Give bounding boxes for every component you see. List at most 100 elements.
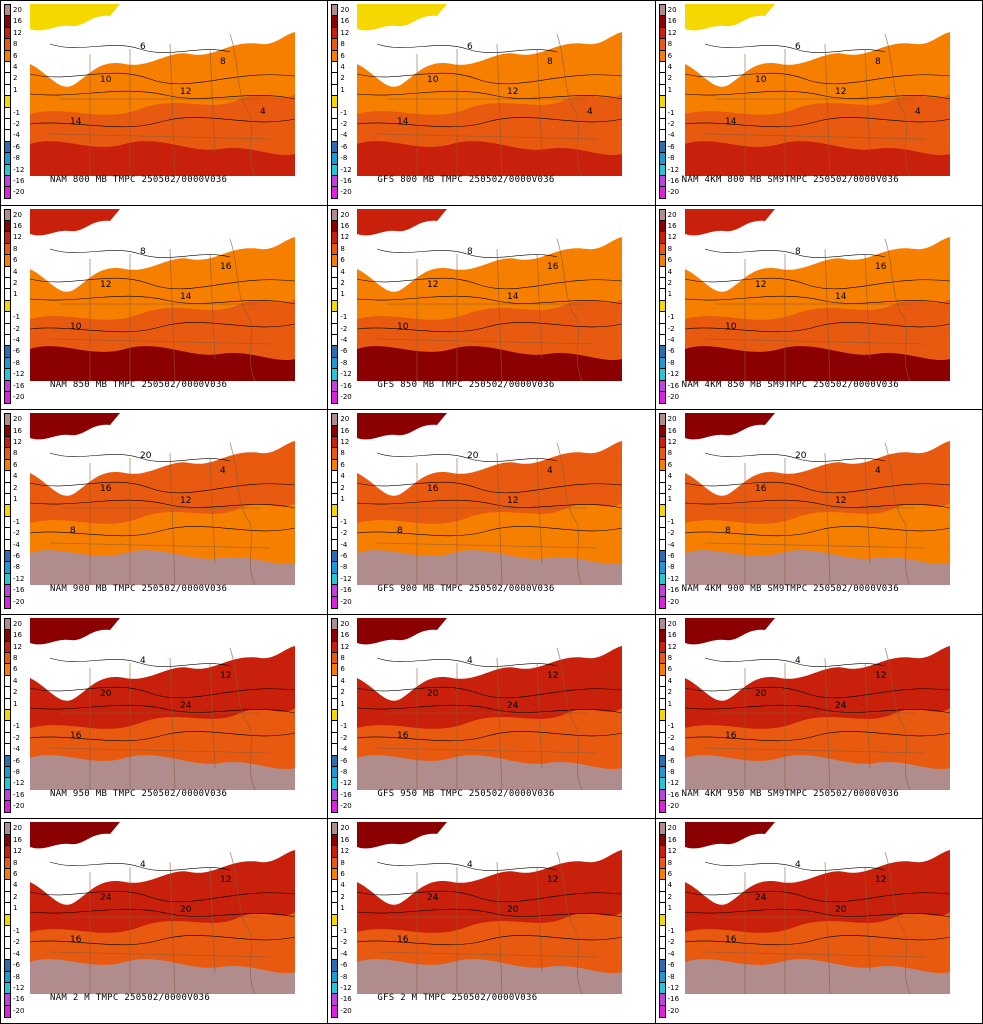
colorbar-tick-label: -1 [667,517,675,526]
colorbar-tick-label: 6 [13,665,18,674]
map-panel: 20 16 12 8 6 4 2 1 -1 -2 -4 -6 -8 -12 -16 -20 24 20 16 12 4 N… [1,819,329,1024]
colorbar-tick-label: 20 [340,619,350,628]
contour-label: 10 [100,75,112,85]
colorbar-tick-label: -12 [13,165,25,174]
contour-label: 16 [725,935,737,945]
contour-label: 16 [220,262,232,272]
colorbar-tick-label: 4 [340,472,345,481]
colorbar-tick-label: 8 [667,244,673,253]
colorbar-tick-label: -1 [13,313,20,322]
contour-label: 8 [725,526,731,536]
contour-label: 12 [507,496,518,506]
colorbar-tick-label: 8 [667,449,673,458]
temperature-map: 12 14 10 16 8 [684,208,950,381]
colorbar-tick-label: -6 [340,961,348,970]
colorbar-swatch [4,800,11,814]
colorbar-tick-label: 20 [340,210,350,219]
temperature-map: 12 14 10 16 8 [357,208,623,381]
colorbar-tick-label: -16 [667,790,680,799]
temperature-map: 20 24 16 12 4 [30,617,295,790]
colorbar-tick-label: 8 [13,858,18,867]
colorbar-tick-label: -1 [340,926,348,935]
colorbar-tick-label: 4 [13,881,18,890]
colorbar-tick-label: 16 [340,17,350,26]
colorbar-tick-label: 8 [13,40,18,49]
contour-label: 12 [507,87,518,97]
colorbar-tick-label: 20 [13,619,22,628]
colorbar-tick-label: -20 [667,802,680,811]
colorbar-tick-label: -2 [667,938,675,947]
colorbar-tick-label: 20 [340,6,350,14]
contour-label: 10 [427,75,439,85]
contour-label: 12 [220,671,231,681]
colorbar-tick-label: 1 [13,904,18,913]
colorbar-tick-label: 2 [340,483,345,492]
colorbar-tick-label: -20 [667,392,680,401]
colorbar-tick-label: -8 [13,767,20,776]
colorbar-tick-label: 4 [13,472,18,481]
contour-label: 20 [835,905,847,915]
colorbar-tick-label: -2 [340,733,348,742]
panel-caption: NAM 4KM 950 MB SM9TMPC 250502/0000V036 [681,788,899,799]
contour-label: 12 [547,875,558,885]
colorbar-tick-label: -12 [340,983,352,992]
colorbar-tick-label: 8 [667,40,673,49]
colorbar-tick-label: -8 [667,154,675,163]
contour-label: 20 [467,451,479,461]
colorbar-tick-label: 6 [667,869,673,878]
contour-label: 8 [547,57,553,67]
colorbar-tick-label: -2 [13,938,20,947]
contour-label: 16 [397,935,409,945]
colorbar-tick-label: -20 [13,1006,25,1015]
colorbar-tick-label: 8 [340,449,345,458]
colorbar-tick-label: -4 [340,949,348,958]
colorbar-tick-label: -16 [340,381,352,390]
panel-caption: GFS 850 MB TMPC 250502/0000V036 [377,379,555,390]
colorbar-tick-label: 16 [667,426,677,435]
colorbar-tick-label: -6 [13,551,20,560]
colorbar-swatch [658,186,666,200]
temperature-map: 20 24 16 12 4 [357,617,623,790]
colorbar-tick-label: 1 [340,290,345,299]
colorbar-tick-label: -4 [667,745,675,754]
contour-label: 8 [875,57,881,67]
colorbar-tick-label: -6 [13,347,20,356]
colorbar-tick-label: 20 [340,824,350,833]
colorbar-tick-label: -4 [340,131,348,140]
colorbar-tick-label: -6 [667,756,675,765]
colorbar-legend: 20 16 12 8 6 4 2 1 -1 -2 -4 -6 -8 -12 -16 -20 [658,617,680,814]
colorbar-tick-label: 20 [667,415,677,424]
contour-label: 12 [547,671,558,681]
colorbar-tick-label: 1 [667,290,673,299]
colorbar-tick-label: -6 [667,961,675,970]
contour-label: 12 [100,280,111,290]
colorbar-tick-label: -16 [667,586,680,595]
colorbar-tick-label: 8 [13,244,18,253]
colorbar-tick-label: -12 [667,165,680,174]
temperature-map: 10 12 14 8 6 4 [30,4,295,176]
colorbar-tick-label: 2 [340,688,345,697]
colorbar-tick-label: -4 [13,745,20,754]
map-panel: 20 16 12 8 6 4 2 1 -1 -2 -4 -6 -8 -12 -16 -20 10 12 14 8 6 4 N… [1,1,329,206]
colorbar-tick-label: 6 [340,665,345,674]
map-panel: 20 16 12 8 6 4 2 1 -1 -2 -4 -6 -8 -12 -16 -20 16 12 8 4 20 NA… [1,410,329,615]
contour-label: 16 [725,731,737,741]
contour-label: 12 [180,496,191,506]
colorbar-tick-label: 12 [340,233,350,242]
colorbar-tick-label: 6 [340,869,345,878]
colorbar-tick-label: 8 [340,40,345,49]
colorbar-legend: 20 16 12 8 6 4 2 1 -1 -2 -4 -6 -8 -12 -16 -20 [4,617,25,814]
contour-label: 24 [755,893,767,903]
colorbar-tick-label: -8 [340,358,348,367]
colorbar-tick-label: -4 [13,540,20,549]
colorbar-tick-label: -20 [13,802,25,811]
colorbar-tick-label: -12 [667,779,680,788]
contour-label: 4 [467,656,473,666]
colorbar-tick-label: 1 [340,494,345,503]
colorbar-tick-label: 4 [13,676,18,685]
colorbar-tick-label: 12 [667,437,677,446]
colorbar-tick-label: 1 [667,699,673,708]
colorbar-legend: 20 16 12 8 6 4 2 1 -1 -2 -4 -6 -8 -12 -16 -20 [658,413,680,609]
colorbar-tick-label: 16 [13,835,22,844]
